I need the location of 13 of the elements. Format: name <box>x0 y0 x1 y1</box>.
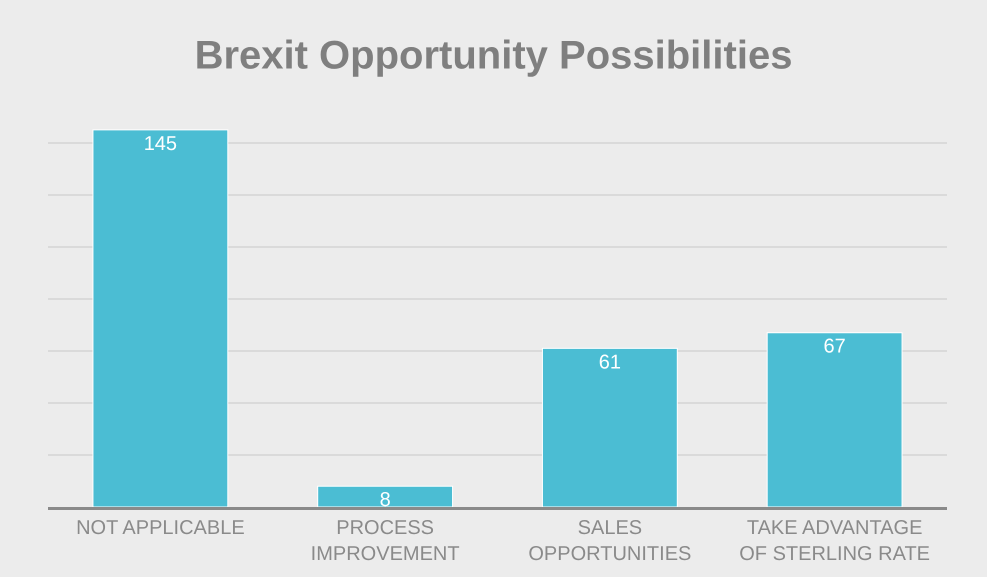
bar <box>92 129 228 507</box>
data-label: 61 <box>598 351 621 374</box>
x-tick-label: TAKE ADVANTAGE OF STERLING RATE <box>739 517 930 565</box>
x-tick-label: PROCESS IMPROVEMENT <box>310 517 460 565</box>
x-tick-label: NOT APPLICABLE <box>76 517 245 539</box>
chart-title: Brexit Opportunity Possibilities <box>194 33 792 78</box>
bar <box>766 332 903 507</box>
bar <box>317 486 454 507</box>
x-tick-label: SALES OPPORTUNITIES <box>528 517 692 565</box>
data-label: 8 <box>380 489 391 512</box>
data-label: 145 <box>144 132 178 155</box>
bar <box>542 348 678 507</box>
data-label: 67 <box>824 336 846 358</box>
